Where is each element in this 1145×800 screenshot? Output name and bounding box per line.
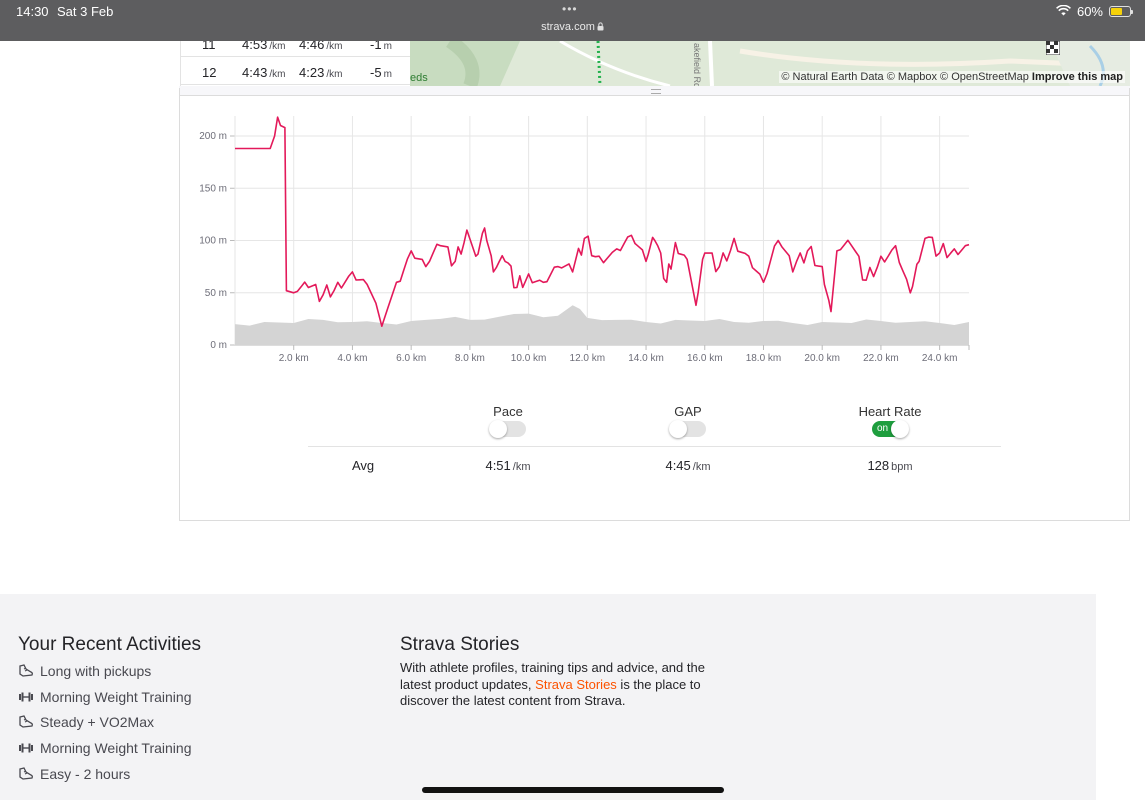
split-gap: 4:23/km	[299, 65, 343, 80]
x-tick-label: 2.0 km	[279, 353, 309, 364]
shoe-icon	[18, 766, 34, 782]
y-tick-label: 150 m	[199, 183, 227, 194]
stat-label: Heart Rate	[858, 404, 922, 419]
split-row: 12 4:43/km 4:23/km -5 m	[181, 57, 410, 85]
x-tick-label: 24.0 km	[922, 353, 958, 364]
split-km: 11	[202, 41, 216, 52]
y-tick-label: 100 m	[199, 236, 227, 247]
toggle-knob	[489, 420, 507, 438]
dumbbell-icon	[18, 740, 34, 756]
x-tick-label: 6.0 km	[396, 353, 426, 364]
shoe-icon	[18, 714, 34, 730]
date: Sat 3 Feb	[57, 4, 114, 19]
home-indicator[interactable]	[422, 787, 724, 793]
split-row: 11 4:53/km 4:46/km -1 m	[181, 41, 410, 57]
x-tick-label: 14.0 km	[628, 353, 664, 364]
road-label: akefield Rd	[692, 43, 702, 86]
recent-activity-item[interactable]: Steady + VO2Max	[18, 714, 154, 730]
panel-divider	[179, 86, 1130, 96]
split-elevation: -5 m	[370, 65, 392, 80]
route-map[interactable]: akefield Rd eds © Natural Earth Data © M…	[410, 41, 1130, 86]
x-tick-label: 10.0 km	[511, 353, 547, 364]
activity-name[interactable]: Steady + VO2Max	[40, 714, 155, 731]
map-place-label: eds	[410, 72, 428, 84]
x-tick-label: 22.0 km	[863, 353, 899, 364]
split-gap: 4:46/km	[299, 41, 343, 52]
activity-name[interactable]: Long with pickups	[40, 663, 152, 679]
activity-name[interactable]: Easy - 2 hours	[40, 765, 131, 782]
split-pace: 4:43/km	[242, 65, 286, 80]
x-tick-label: 18.0 km	[746, 353, 782, 364]
recent-activity-item[interactable]: Morning Weight Training	[18, 740, 191, 756]
attribution-text: © Natural Earth Data © Mapbox © OpenStre…	[781, 71, 1029, 83]
improve-map-link[interactable]: Improve this map	[1031, 71, 1123, 83]
stat-toggle[interactable]: on	[872, 420, 909, 438]
elevation-area	[235, 305, 969, 345]
recent-activity-item[interactable]: Long with pickups	[18, 663, 151, 679]
heart-rate-line	[235, 116, 970, 327]
activity-name[interactable]: Morning Weight Training	[40, 740, 192, 757]
recent-activities-title: Your Recent Activities	[18, 634, 202, 655]
x-tick-label: 8.0 km	[455, 353, 485, 364]
battery-percent: 60%	[1076, 4, 1103, 19]
recent-activity-item[interactable]: Easy - 2 hours	[18, 766, 130, 782]
x-tick-label: 16.0 km	[687, 353, 723, 364]
stats-divider	[308, 446, 1001, 447]
y-tick-label: 200 m	[199, 131, 227, 142]
toggle-knob	[669, 420, 687, 438]
address-bar[interactable]: strava.com ​	[0, 21, 1145, 33]
stat-toggle[interactable]	[489, 420, 526, 438]
battery-icon	[1109, 6, 1133, 17]
resize-handle-icon[interactable]	[651, 89, 661, 94]
recent-activity-item[interactable]: Morning Weight Training	[18, 689, 191, 705]
toggle-on-text: on	[877, 423, 889, 434]
x-tick-label: 12.0 km	[570, 353, 606, 364]
lock-icon: ​	[595, 21, 604, 33]
status-bar: 14:30 Sat 3 Feb ••• strava.com ​ 60%	[0, 0, 1145, 41]
split-elevation: -1 m	[370, 41, 392, 52]
strava-stories-text: With athlete profiles, training tips and…	[400, 660, 705, 708]
shoe-icon	[18, 663, 34, 679]
x-tick-label: 4.0 km	[337, 353, 367, 364]
x-tick-label: 20.0 km	[804, 353, 840, 364]
dumbbell-icon	[18, 689, 34, 705]
strava-stories-title: Strava Stories	[400, 634, 520, 655]
avg-label: Avg	[352, 458, 375, 473]
analysis-panel	[179, 88, 1130, 521]
finish-flag-icon	[1045, 41, 1061, 58]
footer: Your Recent Activities Long with pickups…	[0, 594, 1096, 800]
activity-name[interactable]: Morning Weight Training	[40, 688, 192, 705]
split-km: 12	[202, 65, 217, 80]
map-attribution: © Natural Earth Data © Mapbox © OpenStre…	[779, 71, 1125, 83]
stat-avg-value: 128 bpm	[867, 458, 913, 473]
y-tick-label: 50 m	[205, 288, 227, 299]
elevation-heartrate-chart[interactable]: 0 m 50 m 100 m 150 m 200 m 2.0 km 4.0 km 6.0 km…	[179, 96, 1130, 376]
splits-table: 11 4:53/km 4:46/km -1 m 12 4:43/km 4:23/km -5 m	[180, 41, 410, 86]
stat-label: GAP	[674, 404, 702, 419]
y-tick-label: 0 m	[210, 340, 227, 351]
stat-toggle[interactable]	[669, 420, 706, 438]
stat-avg-value: 4:45/km	[665, 458, 711, 473]
clock: 14:30	[16, 4, 49, 19]
split-pace: 4:53/km	[242, 41, 286, 52]
stat-avg-value: 4:51/km	[485, 458, 531, 473]
more-dots-icon[interactable]: •••	[562, 2, 578, 16]
toggle-knob	[891, 420, 909, 438]
map-tiles	[410, 41, 1130, 86]
status-icons: 60%	[1056, 4, 1133, 19]
stat-label: Pace	[493, 404, 523, 419]
url-text: strava.com	[541, 21, 595, 33]
strava-stories-link[interactable]: Strava Stories	[535, 676, 617, 692]
wifi-icon	[1056, 4, 1071, 19]
